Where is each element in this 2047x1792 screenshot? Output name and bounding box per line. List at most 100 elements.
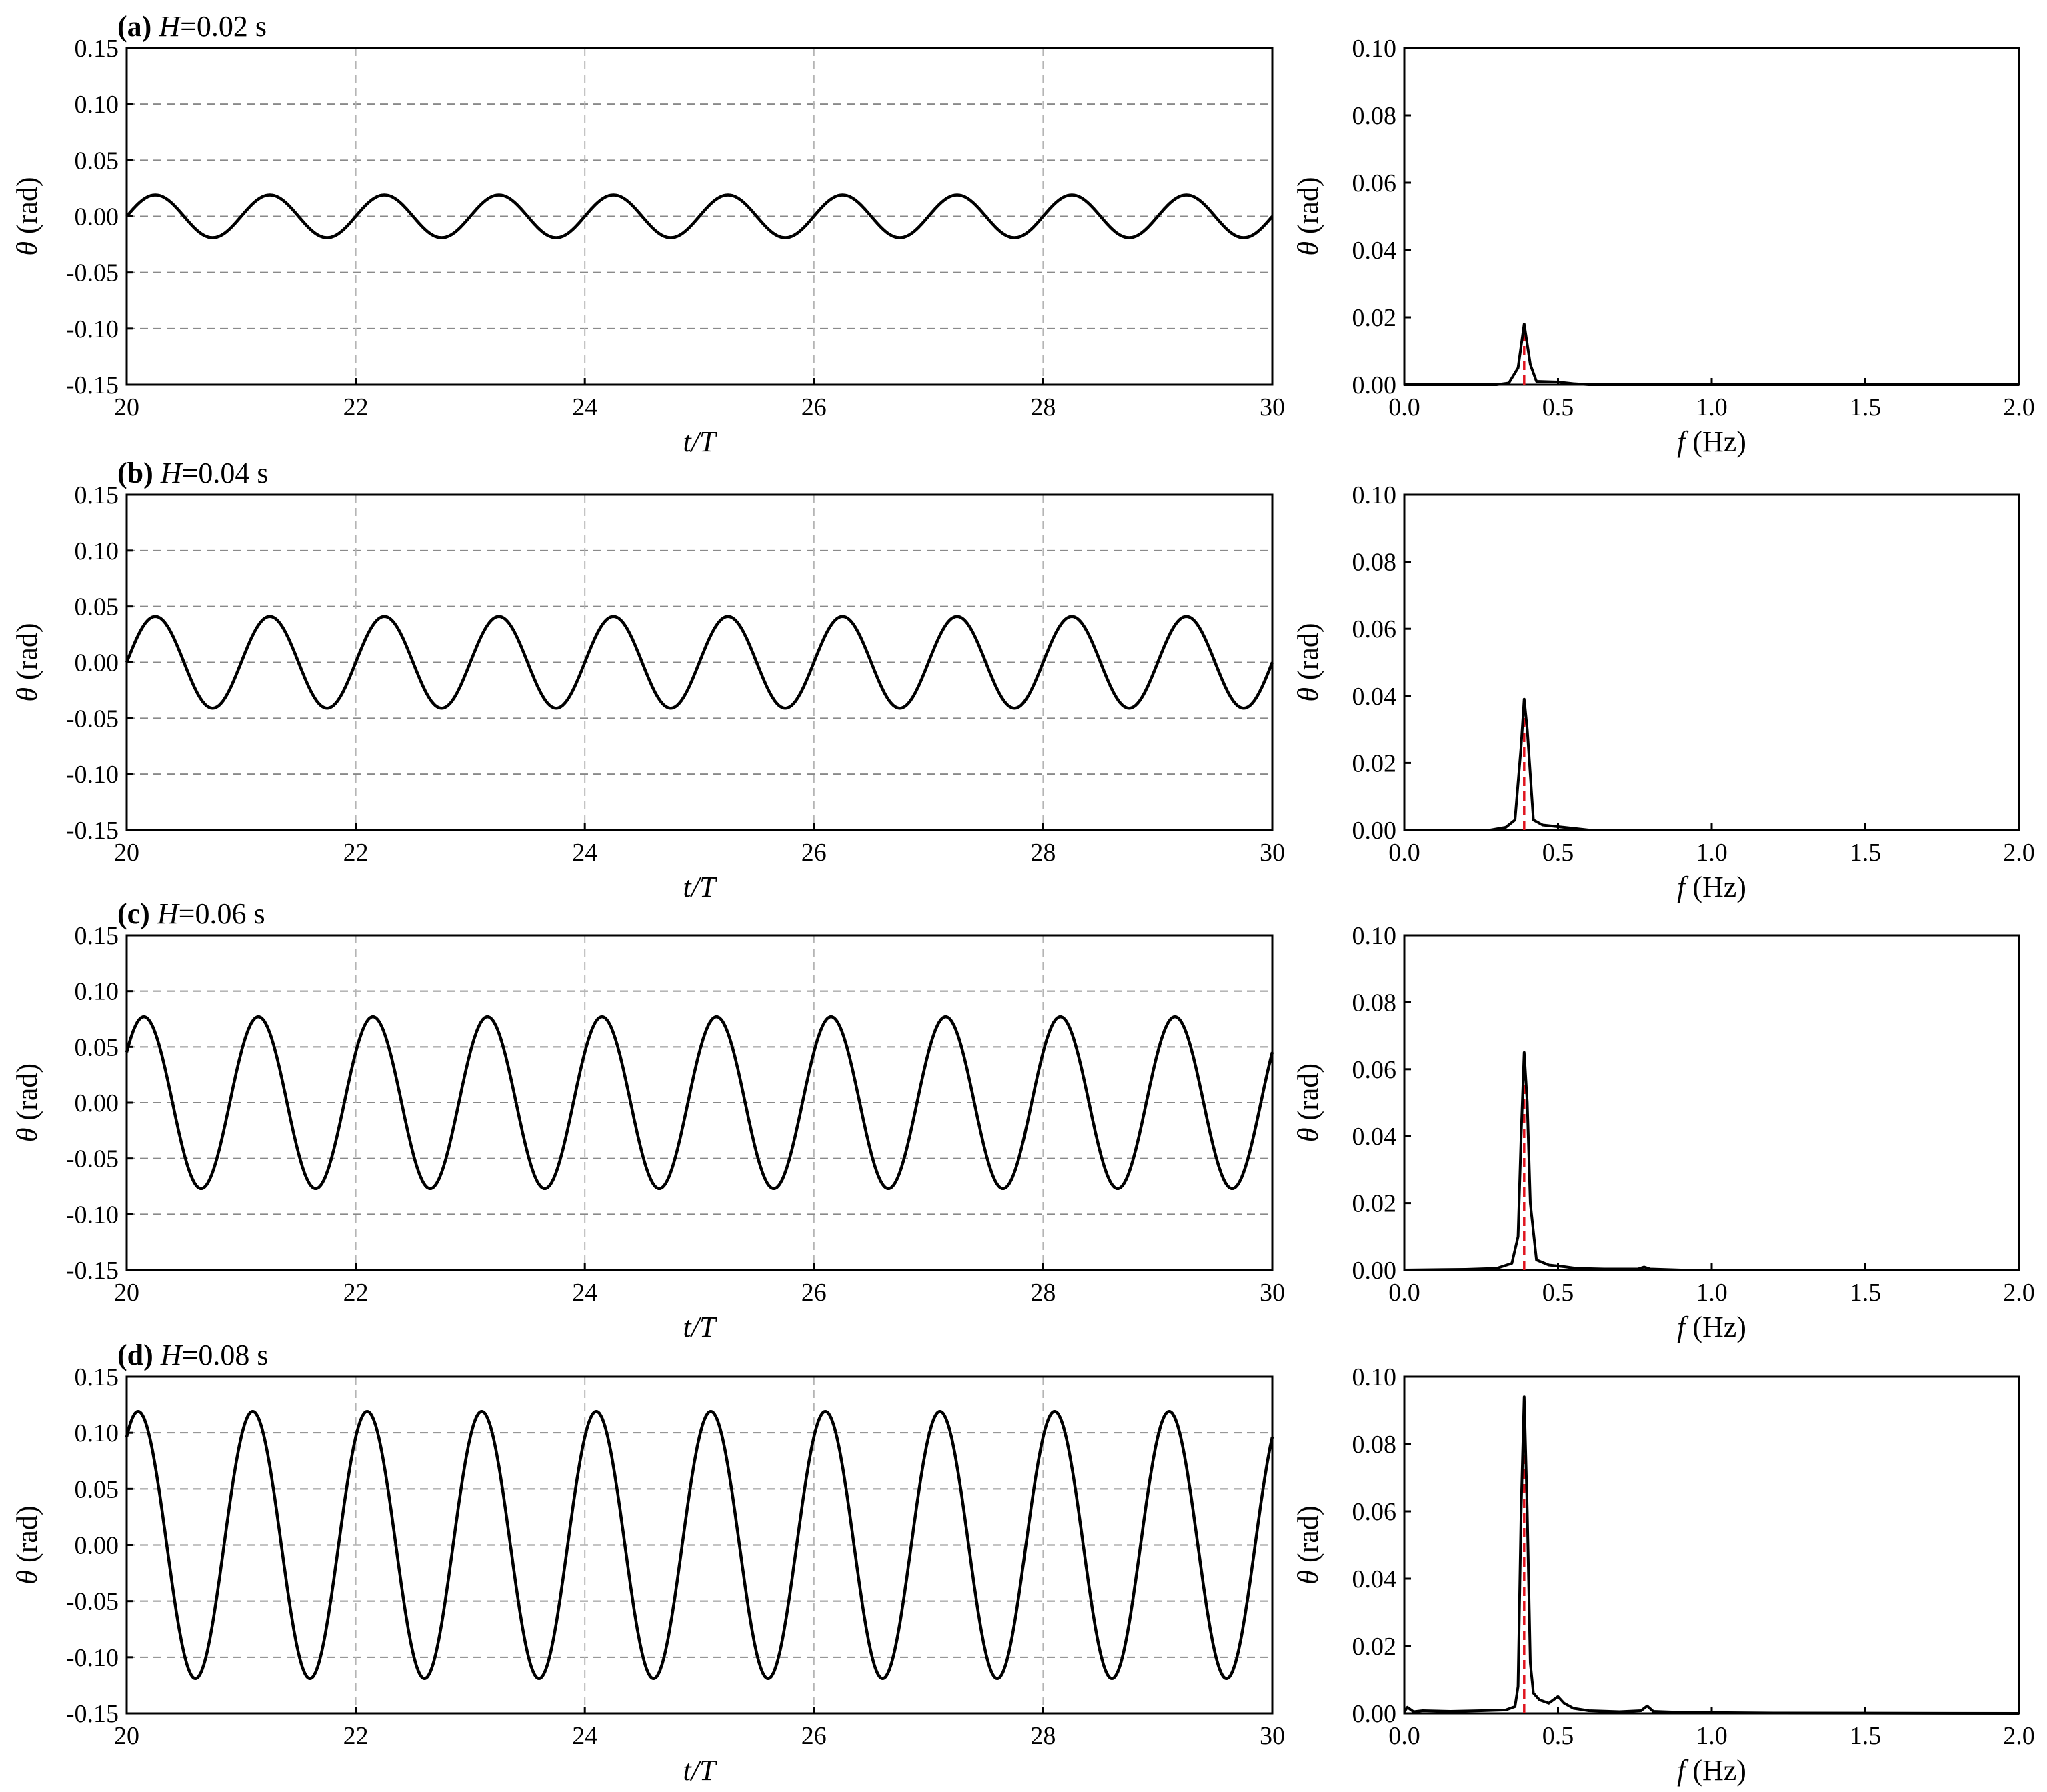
y-tick-label: -0.15 — [66, 371, 119, 399]
y-axis-var: θ — [11, 1570, 43, 1585]
x-tick-label: 1.5 — [1850, 1279, 1882, 1307]
panel-value: =0.04 s — [182, 457, 269, 489]
x-tick-label: 2.0 — [2003, 1279, 2035, 1307]
y-tick-label: 0.10 — [1352, 481, 1397, 509]
x-tick-label: 1.0 — [1696, 1722, 1728, 1750]
y-tick-label: 0.04 — [1352, 683, 1397, 711]
y-axis-unit: (rad) — [11, 623, 43, 687]
x-tick-label: 2.0 — [2003, 1722, 2035, 1750]
x-axis-unit: (Hz) — [1685, 1754, 1746, 1787]
x-tick-label: 1.5 — [1850, 393, 1882, 421]
x-axis-var: t/T — [683, 871, 718, 903]
y-axis-label: θ (rad) — [1292, 177, 1324, 255]
x-axis-unit: (Hz) — [1685, 425, 1746, 458]
y-tick-label: 0.00 — [1352, 817, 1397, 845]
x-tick-label: 22 — [343, 839, 369, 867]
x-tick-label: 22 — [343, 1279, 369, 1307]
x-tick-label: 0.5 — [1542, 1722, 1574, 1750]
y-axis-var: θ — [11, 687, 43, 702]
y-tick-label: -0.05 — [66, 705, 119, 733]
x-axis-label: f (Hz) — [1677, 1754, 1746, 1787]
x-tick-label: 26 — [801, 1722, 827, 1750]
plot-frame — [1403, 47, 2020, 386]
spectrum-line — [1404, 1051, 2019, 1271]
panel-b: -0.15 -0.10 -0.05 0.00 0.05 0.10 0.15 20 22 24 26 2… — [11, 457, 1285, 903]
y-tick-label: 0.00 — [1352, 1257, 1397, 1285]
x-axis-label: f (Hz) — [1677, 1311, 1746, 1343]
x-tick-label: 0.5 — [1542, 839, 1574, 867]
y-axis-unit: (rad) — [11, 1505, 43, 1570]
x-axis-var: t/T — [683, 1754, 718, 1787]
y-tick-label: 0.10 — [75, 537, 119, 565]
panel-c: -0.15 -0.10 -0.05 0.00 0.05 0.10 0.15 20 22 24 26 2… — [11, 897, 1285, 1343]
x-tick-label: 28 — [1030, 393, 1056, 421]
y-tick-label: 0.02 — [1352, 1190, 1397, 1218]
y-tick-label: -0.05 — [66, 259, 119, 287]
y-tick-label: -0.15 — [66, 1257, 119, 1285]
x-axis-unit: (Hz) — [1685, 871, 1746, 903]
y-axis-label: θ (rad) — [1292, 623, 1324, 701]
series-line — [125, 1015, 1274, 1191]
panel-b-spectrum: 0.00 0.02 0.04 0.06 0.08 0.10 0.0 0.5 1.0 1.5 2.0 f… — [1292, 481, 2035, 903]
x-tick-label: 20 — [114, 393, 139, 421]
y-tick-label: 0.15 — [75, 1363, 119, 1391]
x-tick-label: 22 — [343, 1722, 369, 1750]
y-axis-label: θ (rad) — [11, 177, 43, 255]
panel-title: (c) H=0.06 s — [117, 897, 265, 930]
x-tick-label: 0.0 — [1388, 1279, 1420, 1307]
y-axis-var: θ — [1292, 1127, 1324, 1142]
y-tick-label: -0.10 — [66, 1201, 119, 1229]
panel-title: (b) H=0.04 s — [117, 457, 269, 489]
series-line — [125, 193, 1274, 239]
y-tick-label: 0.15 — [75, 481, 119, 509]
x-axis-label: f (Hz) — [1677, 425, 1746, 458]
y-tick-label: 0.04 — [1352, 237, 1397, 265]
spectrum-line — [1404, 697, 2019, 831]
y-tick-label: 0.10 — [75, 91, 119, 119]
y-tick-label: 0.05 — [75, 1033, 119, 1061]
y-tick-label: 0.08 — [1352, 102, 1397, 130]
y-axis-unit: (rad) — [11, 177, 43, 241]
y-tick-label: 0.10 — [75, 1419, 119, 1447]
y-tick-label: 0.00 — [75, 1089, 119, 1117]
x-tick-label: 0.0 — [1388, 839, 1420, 867]
x-axis-unit: (Hz) — [1685, 1311, 1746, 1343]
y-tick-label: 0.00 — [75, 649, 119, 677]
y-axis-unit: (rad) — [1292, 1505, 1324, 1570]
panel-var: H — [157, 897, 180, 930]
x-axis-label: t/T — [683, 425, 718, 458]
x-tick-label: 20 — [114, 1722, 139, 1750]
y-tick-label: 0.10 — [75, 978, 119, 1006]
panel-var: H — [158, 10, 181, 43]
x-tick-label: 24 — [572, 393, 597, 421]
spectrum-line — [1403, 1395, 2020, 1715]
panel-d: -0.15 -0.10 -0.05 0.00 0.05 0.10 0.15 20 22 24 26 2… — [11, 1339, 1285, 1787]
y-tick-label: 0.10 — [1352, 1363, 1397, 1391]
x-axis-var: t/T — [683, 1311, 718, 1343]
y-axis-label: θ (rad) — [1292, 1063, 1324, 1142]
x-tick-label: 22 — [343, 393, 369, 421]
panel-label: (a) — [117, 10, 159, 43]
y-tick-label: 0.05 — [75, 1475, 119, 1503]
x-axis-label: f (Hz) — [1677, 871, 1746, 903]
x-axis-var: t/T — [683, 425, 718, 458]
y-tick-label: -0.10 — [66, 1644, 119, 1672]
y-tick-label: 0.08 — [1352, 549, 1397, 577]
y-tick-label: 0.02 — [1352, 749, 1397, 777]
panel-d-spectrum: 0.00 0.02 0.04 0.06 0.08 0.10 0.0 0.5 1.0 1.5 2.0 f… — [1292, 1363, 2035, 1787]
x-tick-label: 0.5 — [1542, 1279, 1574, 1307]
y-axis-label: θ (rad) — [11, 623, 43, 701]
x-tick-label: 24 — [572, 839, 597, 867]
series-line — [125, 615, 1274, 710]
x-tick-label: 24 — [572, 1279, 597, 1307]
panel-label: (c) — [117, 897, 157, 930]
plot-frame — [1403, 1375, 2020, 1715]
x-tick-label: 1.0 — [1696, 393, 1728, 421]
panel-title: (d) H=0.08 s — [117, 1339, 269, 1371]
x-tick-label: 26 — [801, 1279, 827, 1307]
y-axis-unit: (rad) — [1292, 177, 1324, 241]
y-axis-unit: (rad) — [1292, 623, 1324, 687]
x-tick-label: 26 — [801, 393, 827, 421]
y-axis-label: θ (rad) — [1292, 1505, 1324, 1584]
